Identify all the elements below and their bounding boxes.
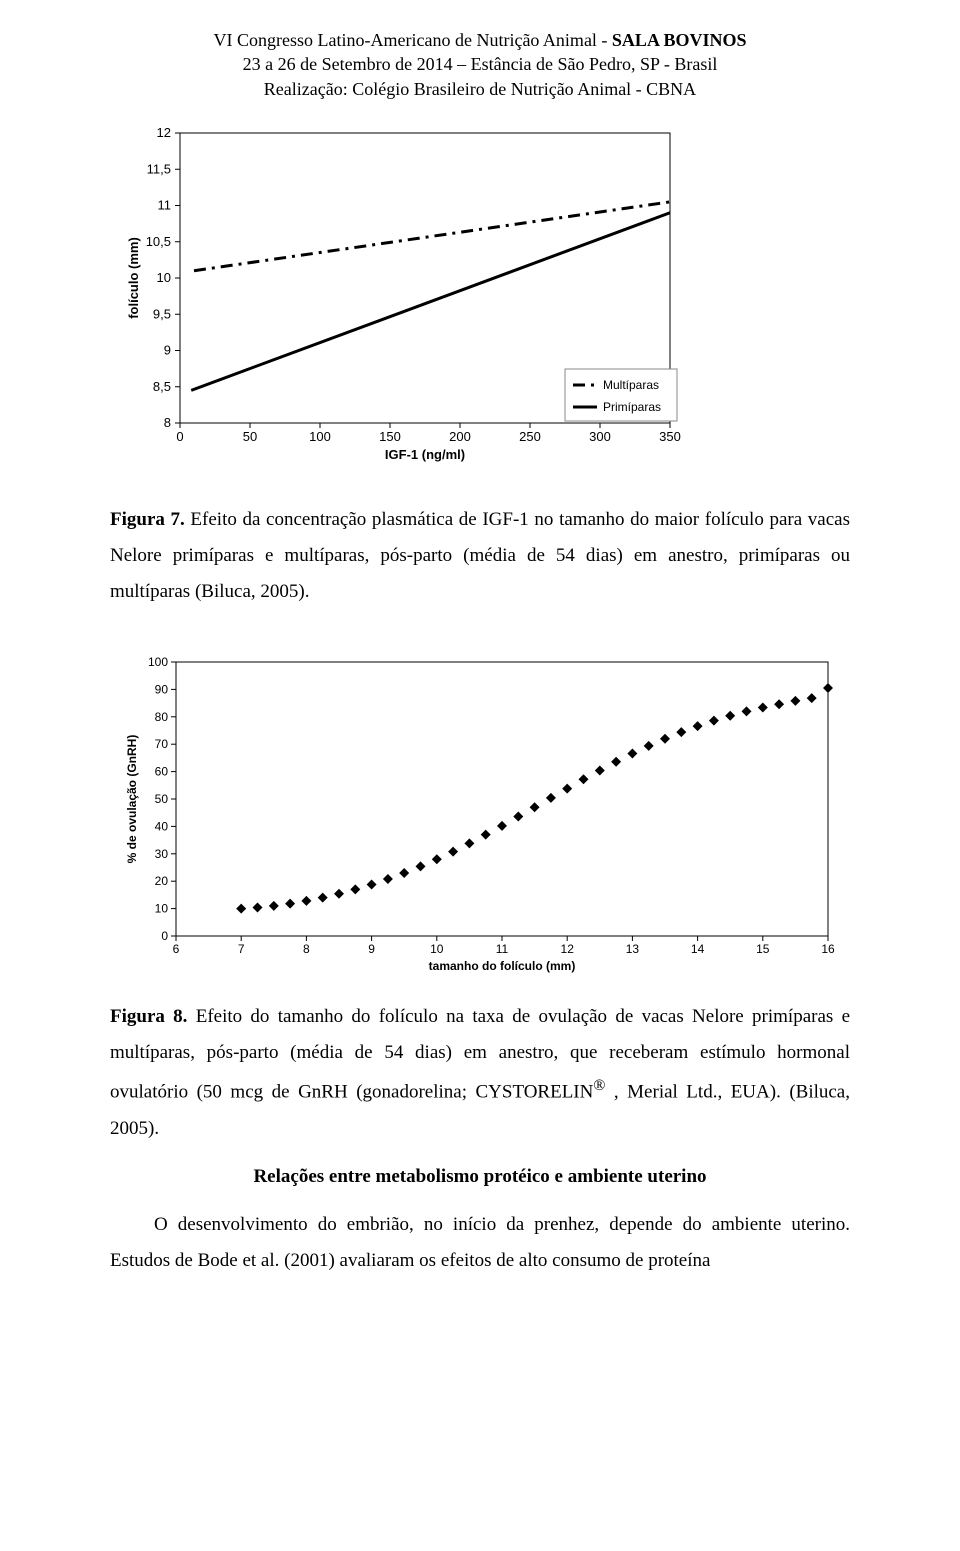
svg-text:60: 60 <box>155 765 169 779</box>
svg-text:11,5: 11,5 <box>147 161 171 176</box>
svg-text:10: 10 <box>155 902 169 916</box>
svg-text:11: 11 <box>496 942 509 956</box>
svg-text:350: 350 <box>659 429 681 444</box>
svg-text:11: 11 <box>158 197 172 212</box>
svg-text:12: 12 <box>157 125 171 140</box>
svg-text:100: 100 <box>148 655 168 669</box>
svg-text:IGF-1 (ng/ml): IGF-1 (ng/ml) <box>385 447 465 462</box>
svg-text:9,5: 9,5 <box>153 306 171 321</box>
svg-text:14: 14 <box>691 942 705 956</box>
svg-text:12: 12 <box>561 942 575 956</box>
figure-7-chart: 8 8,5 9 9,5 10 10,5 11 11,5 12 0 50 100 150 200 250 300… <box>110 123 850 483</box>
svg-text:Primíparas: Primíparas <box>603 400 661 414</box>
svg-text:8: 8 <box>164 415 171 430</box>
svg-text:200: 200 <box>449 429 471 444</box>
figure-8-label: Figura 8. <box>110 1006 187 1027</box>
svg-text:8,5: 8,5 <box>153 379 171 394</box>
header-line-3: Realização: Colégio Brasileiro de Nutriç… <box>264 79 696 99</box>
svg-text:70: 70 <box>155 737 169 751</box>
section-heading: Relações entre metabolismo protéico e am… <box>110 1166 850 1188</box>
svg-text:9: 9 <box>368 942 375 956</box>
header-line-1a: VI Congresso Latino-Americano de Nutriçã… <box>214 30 612 50</box>
svg-text:8: 8 <box>303 942 310 956</box>
header-line-2: 23 a 26 de Setembro de 2014 – Estância d… <box>243 54 718 74</box>
svg-text:100: 100 <box>309 429 331 444</box>
svg-text:250: 250 <box>519 429 541 444</box>
figure-8-chart: 0 10 20 30 40 50 60 70 80 90 100 6 7 8 9 10 11 12 13 14 15 16… <box>110 650 850 980</box>
svg-text:50: 50 <box>243 429 257 444</box>
figure-7-label: Figura 7. <box>110 509 185 530</box>
svg-text:7: 7 <box>238 942 245 956</box>
chart-1-svg: 8 8,5 9 9,5 10 10,5 11 11,5 12 0 50 100 150 200 250 300… <box>110 123 850 483</box>
svg-text:9: 9 <box>164 342 171 357</box>
svg-text:10: 10 <box>430 942 444 956</box>
svg-text:16: 16 <box>821 942 835 956</box>
svg-text:20: 20 <box>155 874 169 888</box>
registered-mark: ® <box>593 1077 605 1094</box>
figure-8-caption: Figura 8. Efeito do tamanho do folículo … <box>110 999 850 1147</box>
body-paragraph: O desenvolvimento do embrião, no início … <box>110 1207 850 1279</box>
conference-header: VI Congresso Latino-Americano de Nutriçã… <box>110 28 850 101</box>
figure-7-caption: Figura 7. Efeito da concentração plasmát… <box>110 502 850 610</box>
svg-text:30: 30 <box>155 847 169 861</box>
figure-7-text: Efeito da concentração plasmática de IGF… <box>110 509 850 602</box>
svg-text:50: 50 <box>155 792 169 806</box>
header-line-1b: SALA BOVINOS <box>612 30 747 50</box>
svg-text:150: 150 <box>379 429 401 444</box>
svg-text:15: 15 <box>756 942 770 956</box>
svg-text:40: 40 <box>155 820 169 834</box>
svg-text:folículo (mm): folículo (mm) <box>126 237 141 319</box>
svg-text:90: 90 <box>155 683 169 697</box>
svg-text:Multíparas: Multíparas <box>603 378 659 392</box>
chart-2-svg: 0 10 20 30 40 50 60 70 80 90 100 6 7 8 9 10 11 12 13 14 15 16… <box>110 650 850 980</box>
svg-text:80: 80 <box>155 710 169 724</box>
svg-text:10,5: 10,5 <box>146 234 171 249</box>
svg-text:0: 0 <box>176 429 183 444</box>
svg-text:10: 10 <box>157 270 171 285</box>
svg-text:6: 6 <box>173 942 180 956</box>
svg-text:13: 13 <box>626 942 640 956</box>
svg-text:300: 300 <box>589 429 611 444</box>
svg-text:0: 0 <box>161 929 168 943</box>
svg-text:tamanho do folículo (mm): tamanho do folículo (mm) <box>429 959 576 973</box>
page: VI Congresso Latino-Americano de Nutriçã… <box>0 0 960 1338</box>
svg-text:% de ovulação (GnRH): % de ovulação (GnRH) <box>125 735 139 864</box>
